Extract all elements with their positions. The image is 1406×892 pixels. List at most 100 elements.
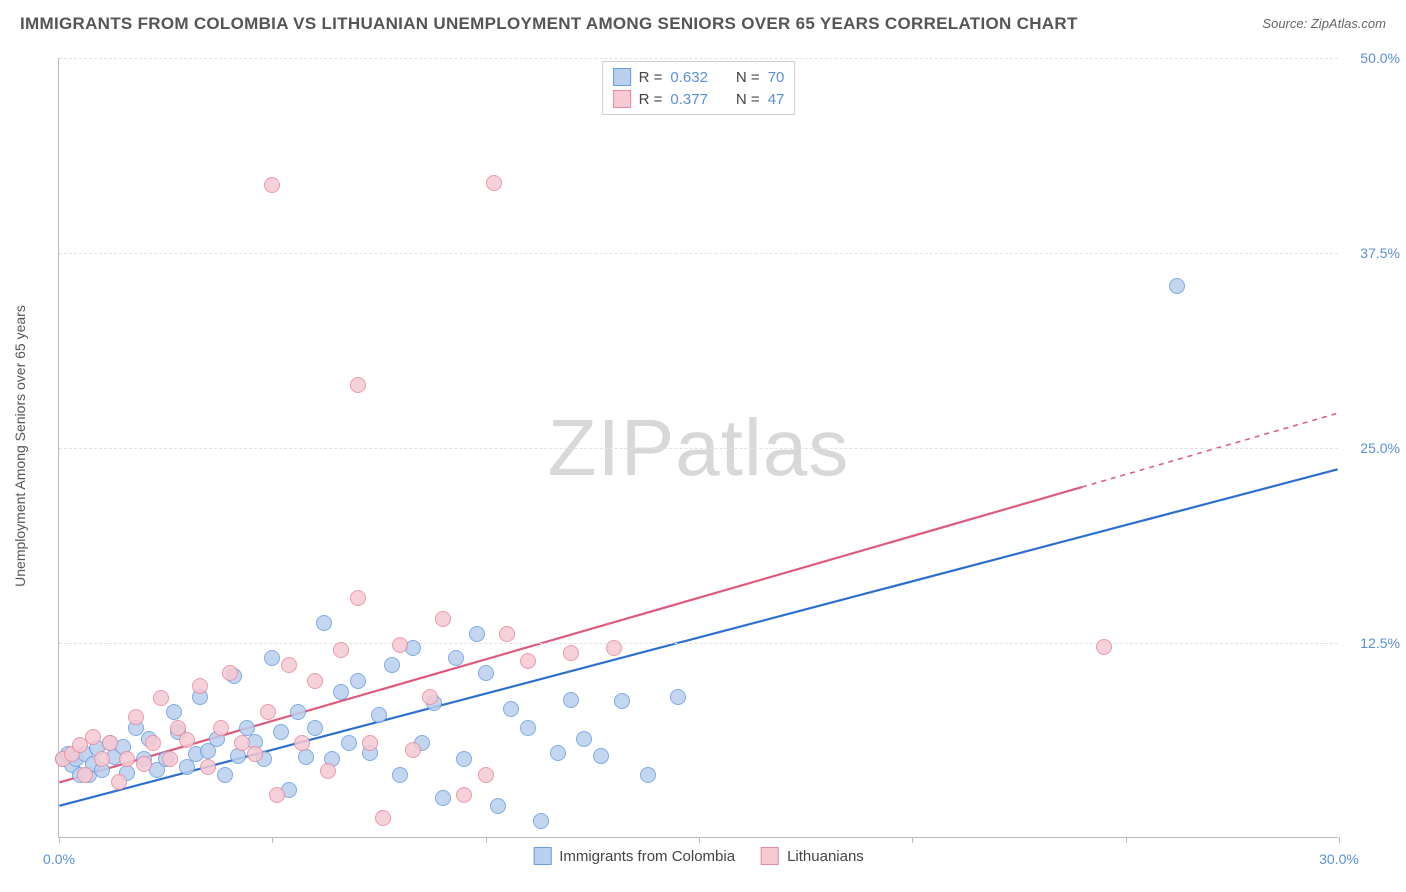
data-point xyxy=(213,720,229,736)
data-point xyxy=(166,704,182,720)
legend-r-value: 0.632 xyxy=(670,69,708,86)
data-point xyxy=(503,701,519,717)
data-point xyxy=(478,767,494,783)
data-point xyxy=(392,767,408,783)
data-point xyxy=(290,704,306,720)
data-point xyxy=(94,751,110,767)
gridline xyxy=(59,253,1338,254)
data-point xyxy=(448,650,464,666)
scatter-plot: ZIPatlas R =0.632N =70R =0.377N =47 Immi… xyxy=(58,58,1338,838)
data-point xyxy=(456,787,472,803)
data-point xyxy=(456,751,472,767)
data-point xyxy=(1169,278,1185,294)
legend-n-label: N = xyxy=(736,69,760,86)
data-point xyxy=(153,690,169,706)
legend-series-name: Lithuanians xyxy=(787,848,864,865)
legend-n-value: 70 xyxy=(768,69,785,86)
data-point xyxy=(520,653,536,669)
data-point xyxy=(563,645,579,661)
data-point xyxy=(550,745,566,761)
gridline xyxy=(59,448,1338,449)
data-point xyxy=(490,798,506,814)
data-point xyxy=(375,810,391,826)
y-tick-label: 37.5% xyxy=(1344,245,1400,261)
data-point xyxy=(192,678,208,694)
data-point xyxy=(341,735,357,751)
data-point xyxy=(281,657,297,673)
data-point xyxy=(435,611,451,627)
x-tick xyxy=(699,837,700,843)
data-point xyxy=(102,735,118,751)
data-point xyxy=(576,731,592,747)
data-point xyxy=(478,665,494,681)
data-point xyxy=(362,735,378,751)
data-point xyxy=(614,693,630,709)
trend-line-dashed xyxy=(1082,413,1338,487)
legend-series-name: Immigrants from Colombia xyxy=(559,848,735,865)
data-point xyxy=(200,759,216,775)
x-tick xyxy=(1339,837,1340,843)
y-tick-label: 12.5% xyxy=(1344,635,1400,651)
legend-r-value: 0.377 xyxy=(670,91,708,108)
data-point xyxy=(606,640,622,656)
legend-r-label: R = xyxy=(639,91,663,108)
x-tick xyxy=(59,837,60,843)
data-point xyxy=(350,590,366,606)
data-point xyxy=(384,657,400,673)
data-point xyxy=(435,790,451,806)
data-point xyxy=(350,673,366,689)
watermark-thin: atlas xyxy=(675,403,849,492)
data-point xyxy=(316,615,332,631)
x-tick xyxy=(272,837,273,843)
legend-series-item: Lithuanians xyxy=(761,847,864,865)
source-label: Source: xyxy=(1262,16,1307,31)
data-point xyxy=(422,689,438,705)
data-point xyxy=(162,751,178,767)
y-tick-label: 25.0% xyxy=(1344,440,1400,456)
x-tick xyxy=(1126,837,1127,843)
data-point xyxy=(320,763,336,779)
data-point xyxy=(333,684,349,700)
data-point xyxy=(128,709,144,725)
data-point xyxy=(111,774,127,790)
legend-correlation-row: R = 0.632 N = 70 xyxy=(613,66,785,88)
y-tick-label: 50.0% xyxy=(1344,50,1400,66)
y-axis-label: Unemployment Among Seniors over 65 years xyxy=(12,305,28,587)
data-point xyxy=(392,637,408,653)
data-point xyxy=(670,689,686,705)
data-point xyxy=(520,720,536,736)
data-point xyxy=(179,732,195,748)
data-point xyxy=(294,735,310,751)
legend-swatch xyxy=(613,90,631,108)
data-point xyxy=(469,626,485,642)
data-point xyxy=(307,673,323,689)
data-point xyxy=(405,742,421,758)
watermark-bold: ZIP xyxy=(548,403,675,492)
source-value: ZipAtlas.com xyxy=(1311,16,1386,31)
data-point xyxy=(247,746,263,762)
legend-r-label: R = xyxy=(639,69,663,86)
source-attribution: Source: ZipAtlas.com xyxy=(1262,16,1386,31)
legend-series-item: Immigrants from Colombia xyxy=(533,847,735,865)
legend-swatch xyxy=(761,847,779,865)
data-point xyxy=(85,729,101,745)
data-point xyxy=(640,767,656,783)
data-point xyxy=(260,704,276,720)
legend-n-label: N = xyxy=(736,91,760,108)
data-point xyxy=(533,813,549,829)
data-point xyxy=(371,707,387,723)
data-point xyxy=(350,377,366,393)
legend-correlation: R =0.632N =70R =0.377N =47 xyxy=(602,61,796,115)
gridline xyxy=(59,643,1338,644)
x-tick-label: 0.0% xyxy=(43,851,75,867)
data-point xyxy=(269,787,285,803)
data-point xyxy=(264,650,280,666)
legend-series: Immigrants from Colombia Lithuanians xyxy=(533,847,864,865)
legend-swatch xyxy=(533,847,551,865)
data-point xyxy=(136,756,152,772)
data-point xyxy=(77,767,93,783)
data-point xyxy=(333,642,349,658)
data-point xyxy=(119,751,135,767)
data-point xyxy=(222,665,238,681)
data-point xyxy=(298,749,314,765)
